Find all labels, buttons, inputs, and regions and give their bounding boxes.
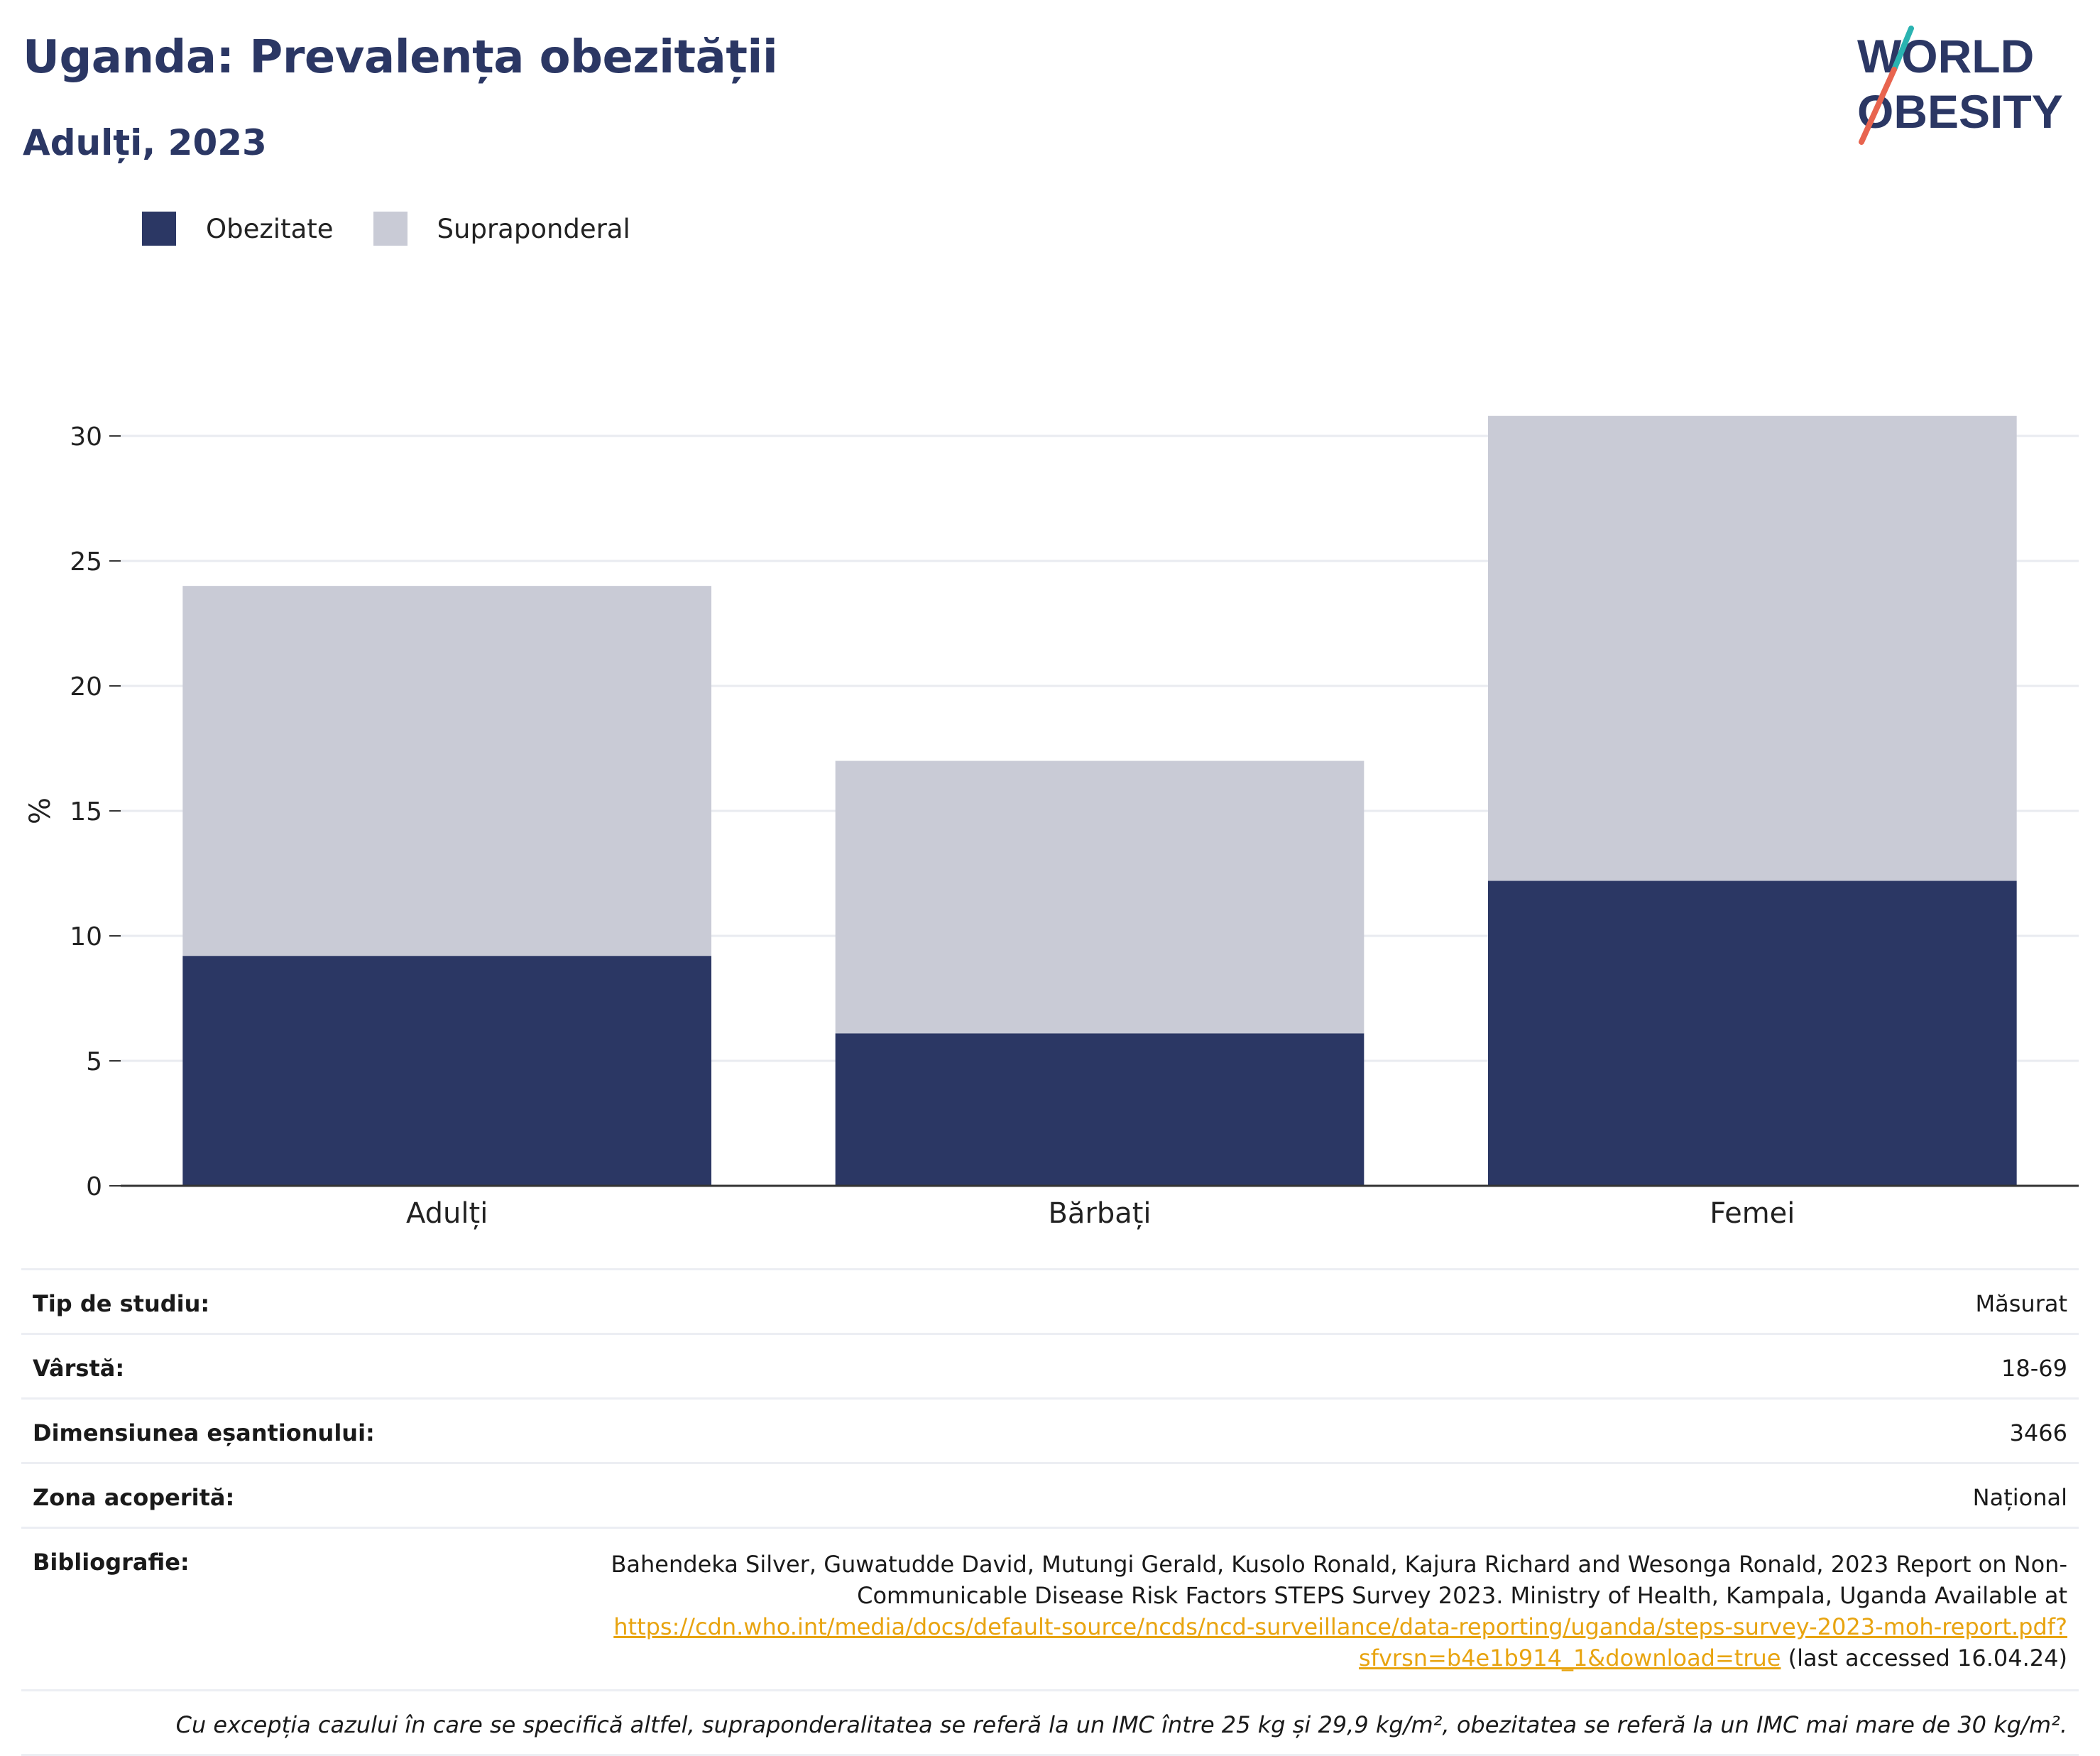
bar-chart: 0 5 10 15 20 25 30% Adulți Bărbați Femei: [24, 415, 2079, 1230]
age-label: Vârstă:: [33, 1355, 125, 1382]
x-tick-label: Femei: [1710, 1197, 1795, 1230]
bar-obesity-0: [182, 956, 711, 1186]
logo-text-obesity: OBESITY: [1857, 85, 2063, 138]
reference-text: Bahendeka Silver, Guwatudde David, Mutun…: [611, 1551, 2067, 1609]
age-value: 18-69: [2001, 1355, 2067, 1382]
legend-item-overweight[interactable]: Supraponderal: [373, 212, 630, 246]
study-type-label: Tip de studiu:: [33, 1290, 210, 1317]
reference-link[interactable]: https://cdn.who.int/media/docs/default-s…: [613, 1613, 2067, 1672]
legend-swatch-overweight: [373, 212, 408, 246]
area-value: Național: [1972, 1484, 2067, 1511]
bar-overweight-2: [1488, 415, 2017, 881]
bar-overweight-0: [182, 586, 711, 956]
logo-slash-teal: [1891, 26, 1914, 72]
logo-slash-coral: [1859, 67, 1897, 145]
info-row-reference: Bibliografie: Bahendeka Silver, Guwatudd…: [21, 1527, 2079, 1689]
reference-value: Bahendeka Silver, Guwatudde David, Mutun…: [591, 1549, 2067, 1674]
world-obesity-logo: WORLD OBESITY: [1857, 26, 2063, 145]
info-row-sample: Dimensiunea eșantionului: 3466: [21, 1397, 2079, 1462]
x-tick-label: Bărbați: [1048, 1197, 1151, 1230]
info-row-study-type: Tip de studiu: Măsurat: [21, 1268, 2079, 1333]
page-subtitle: Adulți, 2023: [23, 122, 267, 163]
y-axis-label: %: [24, 797, 57, 824]
study-info-table: Tip de studiu: Măsurat Vârstă: 18-69 Dim…: [21, 1268, 2079, 1756]
legend-label-obesity: Obezitate: [206, 213, 334, 244]
y-tick-label: 30: [70, 422, 102, 452]
legend-item-obesity[interactable]: Obezitate: [142, 212, 334, 246]
definition-note: Cu excepția cazului în care se specifică…: [175, 1711, 2067, 1738]
y-tick-label: 5: [86, 1047, 102, 1076]
sample-value: 3466: [2009, 1419, 2067, 1446]
info-row-age: Vârstă: 18-69: [21, 1333, 2079, 1397]
reference-label: Bibliografie:: [33, 1549, 190, 1576]
bar-obesity-1: [835, 1033, 1365, 1186]
y-tick-label: 15: [70, 797, 102, 827]
chart-legend: Obezitate Supraponderal: [142, 212, 670, 246]
legend-swatch-obesity: [142, 212, 176, 246]
bar-obesity-2: [1488, 880, 2017, 1186]
logo-text-world: WORLD: [1857, 30, 2034, 82]
y-tick-label: 10: [70, 922, 102, 951]
reference-suffix: (last accessed 16.04.24): [1781, 1645, 2067, 1672]
info-row-area: Zona acoperită: Național: [21, 1462, 2079, 1527]
y-tick-label: 20: [70, 672, 102, 702]
y-tick-label: 0: [86, 1172, 102, 1201]
area-label: Zona acoperită:: [33, 1484, 235, 1511]
x-tick-label: Adulți: [406, 1197, 488, 1230]
y-tick-label: 25: [70, 547, 102, 577]
sample-label: Dimensiunea eșantionului:: [33, 1419, 375, 1446]
page-title: Uganda: Prevalența obezității: [23, 31, 778, 84]
info-row-note: Cu excepția cazului în care se specifică…: [21, 1689, 2079, 1756]
bar-overweight-1: [835, 760, 1365, 1034]
study-type-value: Măsurat: [1975, 1290, 2067, 1317]
legend-label-overweight: Supraponderal: [437, 213, 630, 244]
